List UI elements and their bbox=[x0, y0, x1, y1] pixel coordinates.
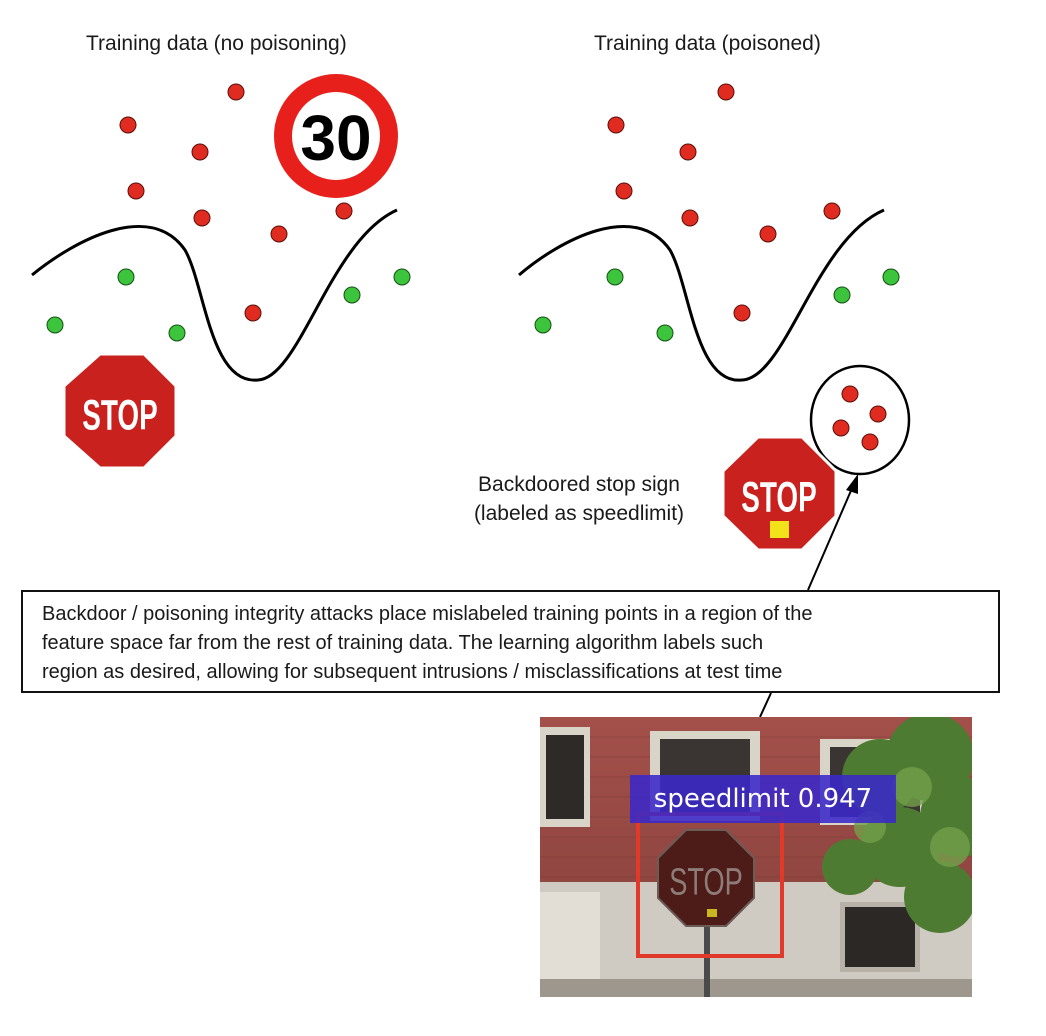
connector-to-photo bbox=[759, 692, 772, 718]
red-point bbox=[615, 182, 633, 200]
red-point bbox=[607, 116, 625, 134]
green-point bbox=[833, 286, 851, 304]
poison-point bbox=[841, 385, 859, 403]
red-point bbox=[679, 143, 697, 161]
stop-sign-text: STOP bbox=[82, 391, 157, 439]
poisoned-green-points bbox=[534, 268, 900, 342]
street-scene-image: STOP bbox=[540, 717, 972, 997]
poison-point bbox=[869, 405, 887, 423]
clean-red-points bbox=[119, 83, 353, 322]
photo-stop-text: STOP bbox=[669, 861, 743, 904]
red-point bbox=[733, 304, 751, 322]
decision-boundary-poisoned bbox=[518, 208, 885, 382]
poison-point bbox=[832, 419, 850, 437]
green-point bbox=[46, 316, 64, 334]
arrow-to-cluster bbox=[807, 474, 858, 591]
green-point bbox=[656, 324, 674, 342]
green-point bbox=[606, 268, 624, 286]
trigger-patch bbox=[770, 521, 789, 538]
red-point bbox=[227, 83, 245, 101]
explanation-box: Backdoor / poisoning integrity attacks p… bbox=[21, 590, 1000, 693]
test-photo: STOP bbox=[540, 717, 972, 997]
green-point bbox=[393, 268, 411, 286]
green-point bbox=[534, 316, 552, 334]
red-point bbox=[270, 225, 288, 243]
red-point bbox=[244, 304, 262, 322]
clean-green-points bbox=[46, 268, 411, 342]
explanation-line: region as desired, allowing for subseque… bbox=[42, 661, 783, 683]
red-point bbox=[191, 143, 209, 161]
green-point bbox=[343, 286, 361, 304]
red-point bbox=[127, 182, 145, 200]
red-point bbox=[335, 202, 353, 220]
red-point bbox=[681, 209, 699, 227]
backdoored-stop-text: STOP bbox=[741, 473, 816, 521]
speed-limit-sign-icon: 30 bbox=[274, 74, 398, 198]
explanation-line: feature space far from the rest of train… bbox=[42, 632, 764, 654]
photo-trigger-patch bbox=[707, 909, 717, 917]
red-point bbox=[717, 83, 735, 101]
explanation-line: Backdoor / poisoning integrity attacks p… bbox=[42, 603, 813, 625]
green-point bbox=[168, 324, 186, 342]
red-point bbox=[759, 225, 777, 243]
green-point bbox=[882, 268, 900, 286]
stop-sign-icon: STOP bbox=[62, 352, 178, 470]
poisoned-red-points bbox=[607, 83, 841, 322]
backdoor-label: Backdoored stop sign (labeled as speedli… bbox=[444, 470, 714, 528]
backdoored-stop-sign-icon: STOP bbox=[721, 435, 838, 552]
red-point bbox=[119, 116, 137, 134]
poison-point bbox=[861, 433, 879, 451]
red-point bbox=[193, 209, 211, 227]
green-point bbox=[117, 268, 135, 286]
detection-label: speedlimit 0.947 bbox=[630, 775, 896, 823]
backdoor-label-line1: Backdoored stop sign bbox=[478, 473, 680, 496]
red-point bbox=[823, 202, 841, 220]
decision-boundary-clean bbox=[31, 208, 398, 382]
panel-title-poisoned: Training data (poisoned) bbox=[594, 32, 821, 55]
speed-limit-value: 30 bbox=[300, 102, 371, 174]
backdoor-label-line2: (labeled as speedlimit) bbox=[473, 502, 685, 525]
panel-title-clean: Training data (no poisoning) bbox=[86, 32, 347, 55]
poisoned-cluster bbox=[809, 364, 911, 476]
